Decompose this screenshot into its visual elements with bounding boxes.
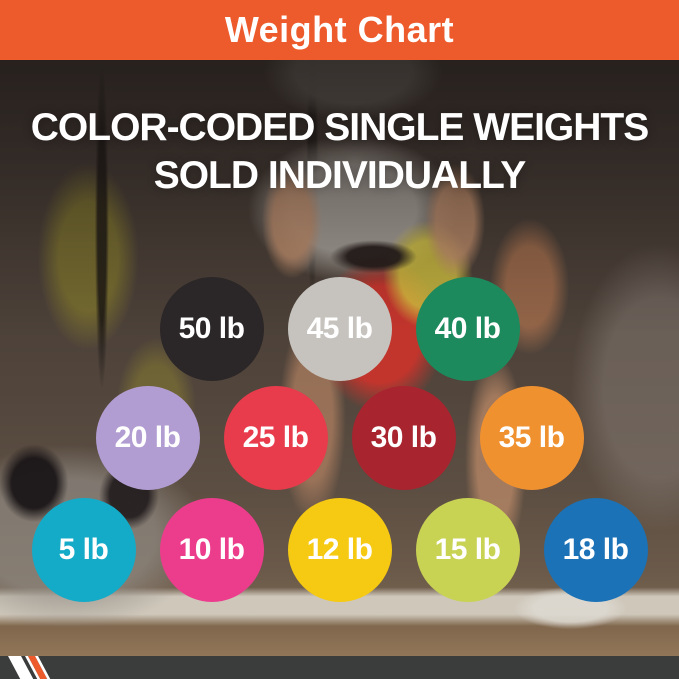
weight-badge-12-lb: 12 lb [287,498,392,602]
weight-badge-label: 35 lb [498,421,565,454]
header-bar: Weight Chart [0,0,679,60]
weight-badge-50-lb: 50 lb [159,277,264,381]
weight-badge-5-lb: 5 lb [31,498,136,602]
weight-row: 20 lb 25 lb 30 lb 35 lb [0,386,679,490]
weight-badge-label: 25 lb [242,421,309,454]
weight-chart: 50 lb 45 lb 40 lb 20 lb 25 lb 30 lb 35 lb 5 lb 1… [0,277,679,607]
weight-badge-label: 12 lb [306,533,373,566]
headline-line1: COLOR-CODED SINGLE WEIGHTS [30,106,650,149]
footer-bar [0,656,679,679]
weight-badge-label: 20 lb [114,421,181,454]
weight-badge-label: 5 lb [58,533,109,566]
headline-line2: SOLD INDIVIDUALLY [153,154,527,197]
header-title: Weight Chart [224,9,455,50]
weight-badge-35-lb: 35 lb [479,386,584,490]
weight-badge-40-lb: 40 lb [415,277,520,381]
weight-badge-45-lb: 45 lb [287,277,392,381]
weight-badge-label: 50 lb [178,312,245,345]
weight-badge-label: 45 lb [306,312,373,345]
weight-row: 50 lb 45 lb 40 lb [0,277,679,381]
weight-badge-label: 18 lb [562,533,629,566]
weight-badge-20-lb: 20 lb [95,386,200,490]
weight-badge-10-lb: 10 lb [159,498,264,602]
weight-badge-label: 30 lb [370,421,437,454]
weight-badge-label: 40 lb [434,312,501,345]
weight-badge-30-lb: 30 lb [351,386,456,490]
weight-badge-label: 15 lb [434,533,501,566]
weight-badge-15-lb: 15 lb [415,498,520,602]
headline: COLOR-CODED SINGLE WEIGHTS SOLD INDIVIDU… [0,104,679,200]
weight-badge-label: 10 lb [178,533,245,566]
weight-badge-25-lb: 25 lb [223,386,328,490]
brand-stripes [8,656,51,679]
weight-badge-18-lb: 18 lb [543,498,648,602]
weight-row: 5 lb 10 lb 12 lb 15 lb 18 lb [0,498,679,602]
